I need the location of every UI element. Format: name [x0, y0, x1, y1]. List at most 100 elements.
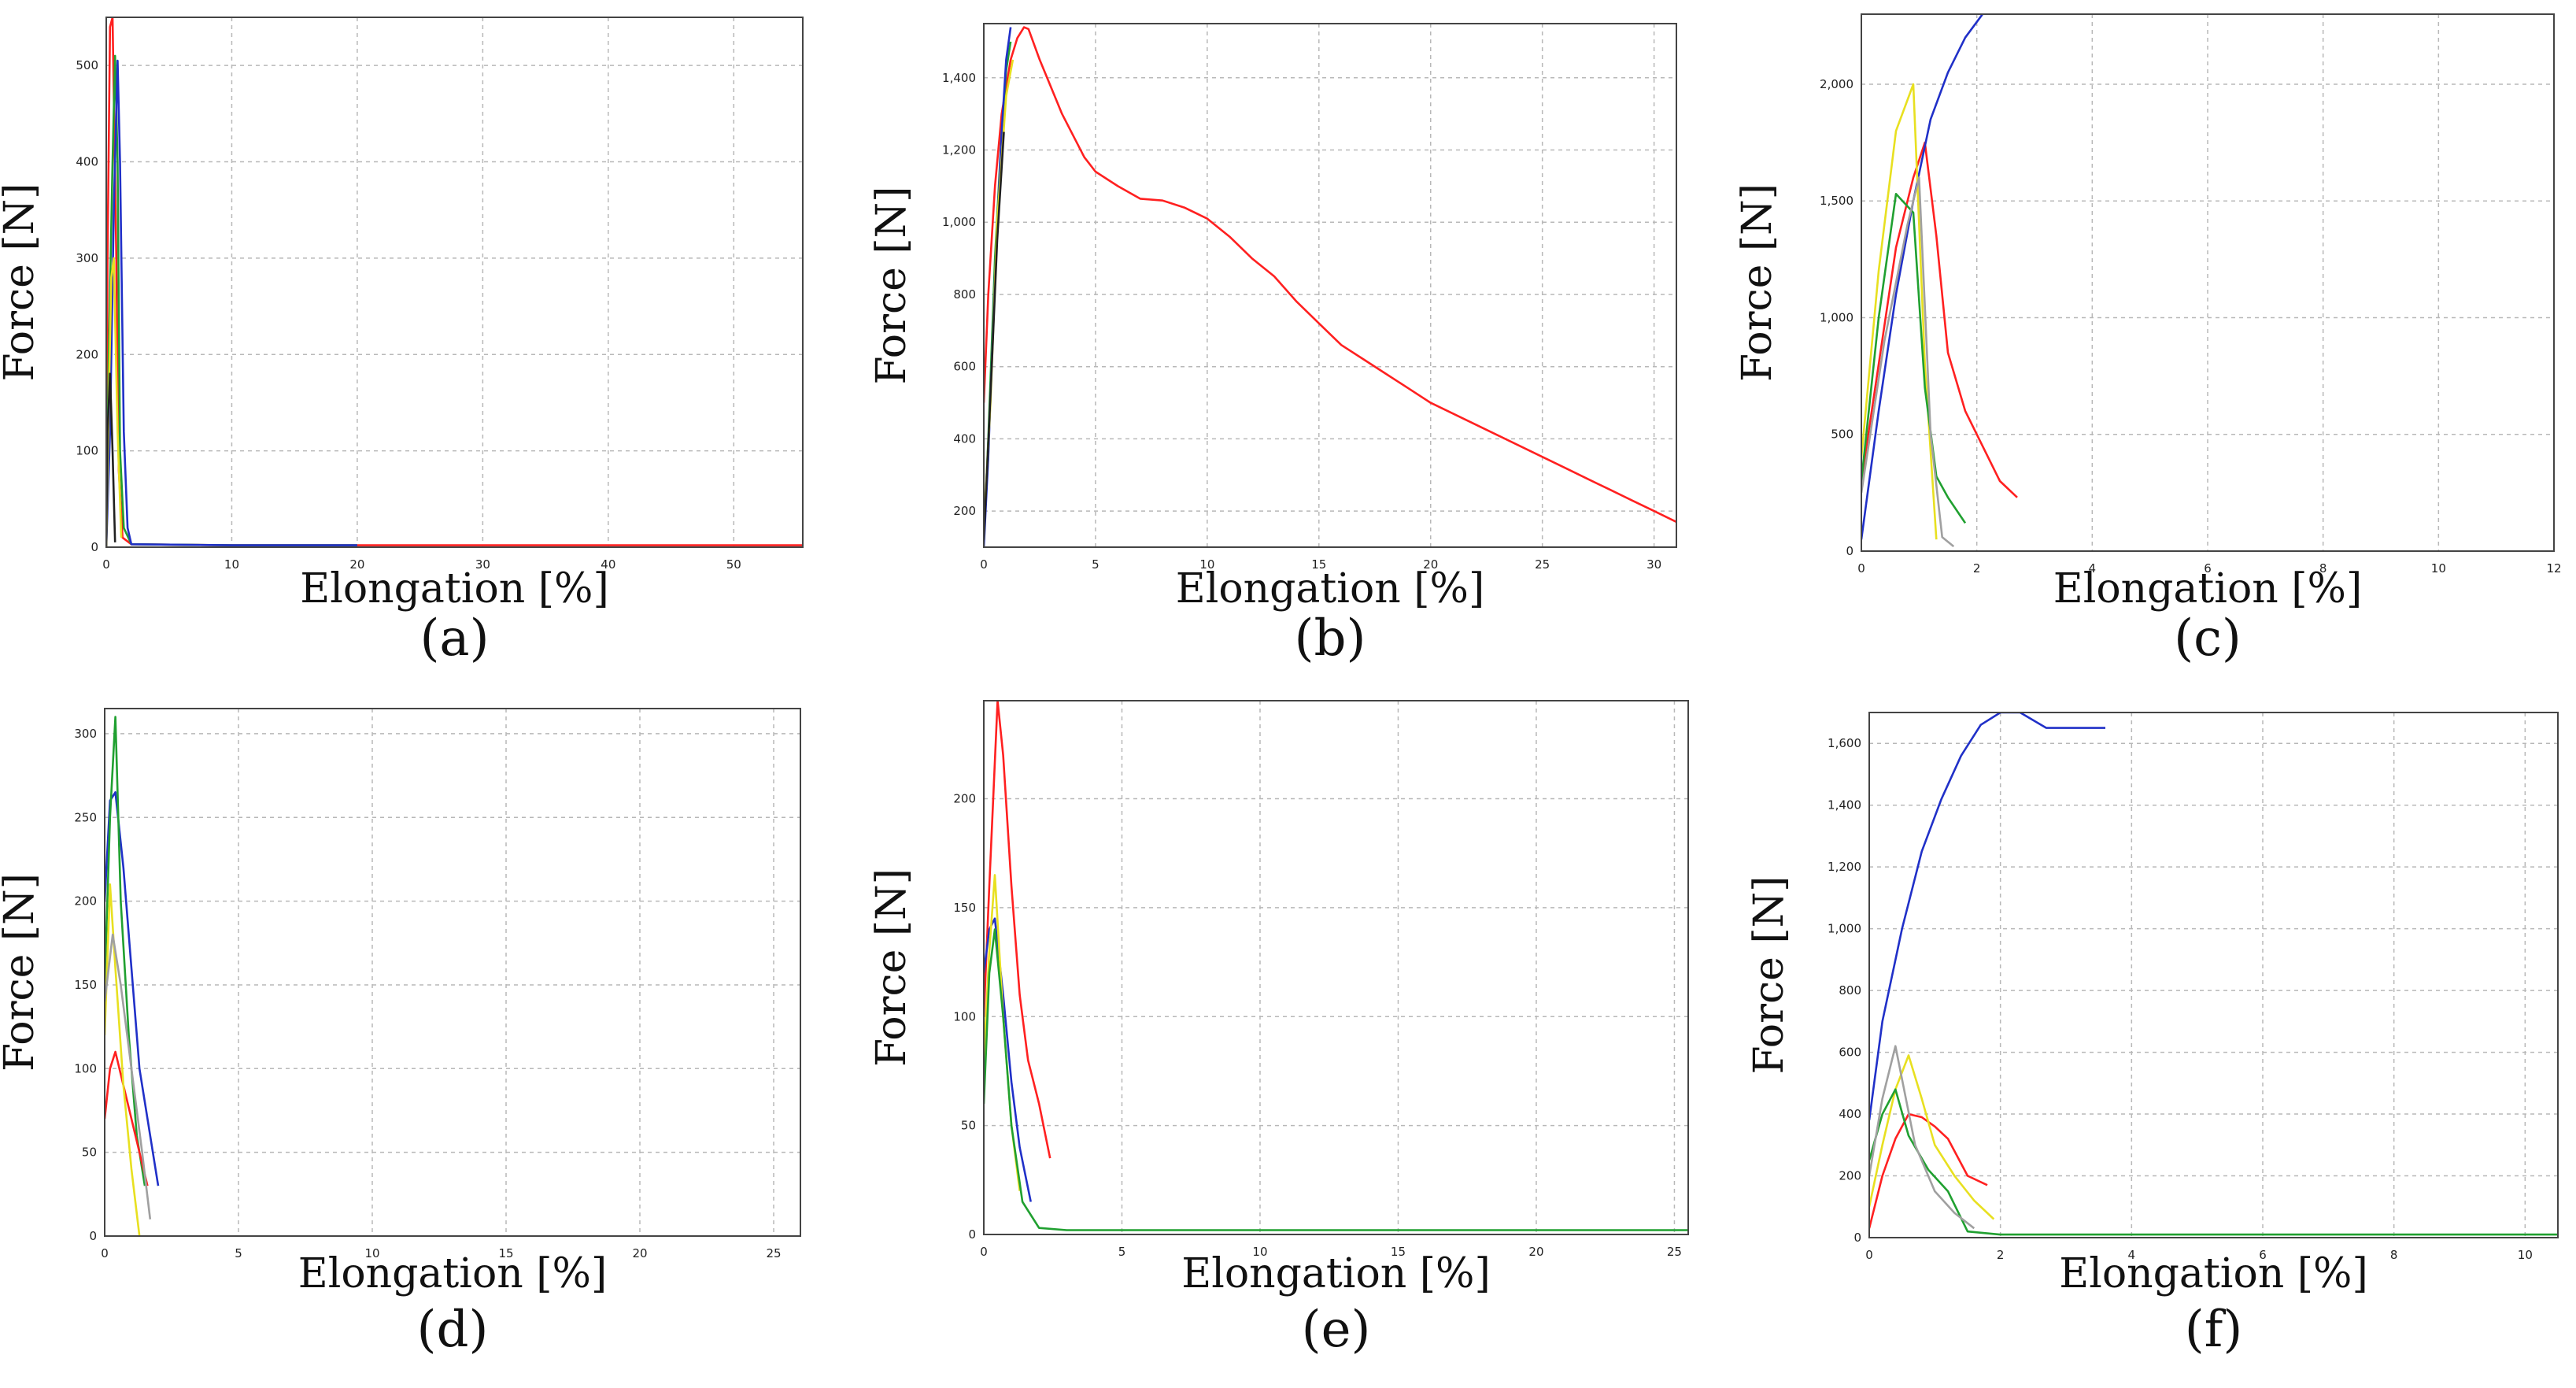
- y-tick-label: 1,200: [942, 143, 976, 157]
- series-group-c: [1861, 14, 2018, 548]
- series-line-blue: [1861, 14, 1984, 540]
- x-tick-label: 2: [1997, 1248, 2005, 1262]
- x-tick-label: 20: [632, 1246, 647, 1260]
- x-tick-label: 30: [475, 557, 490, 572]
- y-tick-label: 800: [953, 287, 976, 302]
- series-line-yellow: [1861, 83, 1938, 540]
- series-line-gray: [1869, 1045, 1975, 1230]
- plot-frame: [983, 23, 1677, 548]
- y-tick-label: 200: [953, 792, 976, 806]
- y-tick-label: 200: [1839, 1169, 1861, 1183]
- y-tick-label: 100: [74, 1061, 97, 1075]
- panel-label: (d): [417, 1301, 489, 1359]
- series-line-green: [1861, 193, 1967, 524]
- chart-panel-e: 0 5 10 15 20 25 0 50 100 150 200 Elongation [%] Forc…: [868, 700, 1689, 1359]
- y-tick-label: 1,500: [1820, 194, 1853, 208]
- y-tick-label: 500: [1831, 428, 1853, 442]
- series-line-yellow: [1869, 1054, 1995, 1220]
- x-tick-label: 0: [980, 557, 988, 572]
- y-tick-label: 0: [91, 540, 98, 554]
- x-axis-label: Elongation [%]: [1181, 1250, 1491, 1297]
- x-tick-label: 40: [601, 557, 615, 572]
- y-axis-label: Force [N]: [1734, 183, 1781, 382]
- y-tick-label: 100: [76, 444, 98, 458]
- y-tick-label: 300: [76, 251, 98, 265]
- series-line-black: [106, 372, 116, 547]
- y-axis-label: Force [N]: [0, 183, 43, 382]
- x-tick-label: 8: [2319, 561, 2327, 576]
- y-tick-label: 0: [1846, 544, 1853, 558]
- y-axis-label: Force [N]: [0, 873, 43, 1072]
- x-tick-label: 20: [1528, 1245, 1543, 1259]
- x-tick-label: 15: [1311, 557, 1326, 572]
- series-line-red: [106, 17, 803, 547]
- series-line-red: [984, 701, 1051, 1159]
- series-line-green: [105, 716, 146, 1186]
- x-tick-label: 4: [2128, 1248, 2136, 1262]
- y-tick-label: 1,200: [1828, 860, 1861, 874]
- y-tick-label: 1,000: [942, 215, 976, 229]
- x-tick-label: 5: [1092, 557, 1100, 572]
- y-tick-label: 50: [82, 1146, 97, 1160]
- series-group-e: [984, 701, 1688, 1231]
- x-tick-label: 20: [349, 557, 364, 572]
- x-tick-label: 10: [2518, 1248, 2533, 1262]
- plot-frame: [1868, 712, 2559, 1238]
- y-tick-label: 200: [76, 347, 98, 361]
- y-tick-label: 150: [953, 901, 976, 915]
- x-tick-label: 15: [1391, 1245, 1406, 1259]
- y-tick-label: 400: [76, 155, 98, 169]
- panel-label: (a): [419, 609, 489, 668]
- y-tick-label: 200: [74, 894, 97, 909]
- x-tick-label: 0: [1865, 1248, 1873, 1262]
- x-tick-label: 20: [1423, 557, 1438, 572]
- y-tick-label: 400: [953, 431, 976, 446]
- chart-panel-b: 0 5 10 15 20 25 30 200 400 600 800 1,000 1,200 1,400 E…: [868, 23, 1677, 668]
- y-tick-label: 600: [1839, 1046, 1861, 1060]
- x-tick-label: 10: [2431, 561, 2446, 576]
- series-line-black: [984, 131, 1005, 540]
- x-tick-label: 0: [980, 1245, 988, 1259]
- x-axis-label: Elongation [%]: [2053, 565, 2363, 613]
- plot-frame: [105, 17, 804, 548]
- x-axis-label: Elongation [%]: [300, 565, 609, 613]
- y-tick-label: 150: [74, 978, 97, 992]
- y-tick-label: 600: [953, 360, 976, 374]
- x-tick-label: 25: [766, 1246, 781, 1260]
- x-tick-label: 25: [1535, 557, 1550, 572]
- panel-label: (c): [2174, 609, 2242, 668]
- y-tick-label: 1,000: [1820, 310, 1853, 324]
- plot-frame: [104, 708, 801, 1237]
- x-axis-label: Elongation [%]: [1176, 565, 1485, 613]
- y-tick-label: 100: [953, 1009, 976, 1023]
- chart-panel-f: 0 2 4 6 8 10 0 200 400 600 800 1,000 1,200 1,400 1,600…: [1746, 712, 2559, 1359]
- y-tick-label: 0: [1853, 1231, 1861, 1245]
- x-tick-label: 10: [1252, 1245, 1267, 1259]
- series-line-blue: [106, 59, 357, 547]
- x-tick-label: 25: [1667, 1245, 1682, 1259]
- x-tick-label: 10: [224, 557, 239, 572]
- y-axis-label: Force [N]: [868, 187, 915, 385]
- x-axis-label: Elongation [%]: [2059, 1250, 2368, 1297]
- series-group-b: [984, 26, 1676, 547]
- series-line-red: [984, 26, 1676, 524]
- x-tick-label: 2: [1973, 561, 1981, 576]
- y-tick-label: 200: [953, 504, 976, 518]
- series-line-gray: [105, 933, 152, 1220]
- series-group-d: [105, 716, 160, 1236]
- series-line-blue: [984, 917, 1032, 1202]
- x-tick-label: 0: [102, 557, 110, 572]
- series-line-blue: [105, 790, 160, 1186]
- chart-panel-c: 0 2 4 6 8 10 12 0 500 1,000 1,500 2,000 Elongation […: [1734, 13, 2562, 668]
- plot-frame: [983, 700, 1689, 1235]
- y-tick-label: 50: [961, 1119, 976, 1133]
- y-tick-label: 2,000: [1820, 77, 1853, 91]
- y-axis-label: Force [N]: [868, 868, 915, 1067]
- y-tick-label: 0: [968, 1227, 976, 1242]
- series-line-yellow: [105, 883, 141, 1236]
- panel-label: (e): [1302, 1301, 1371, 1359]
- x-tick-label: 8: [2390, 1248, 2398, 1262]
- x-tick-label: 10: [1199, 557, 1214, 572]
